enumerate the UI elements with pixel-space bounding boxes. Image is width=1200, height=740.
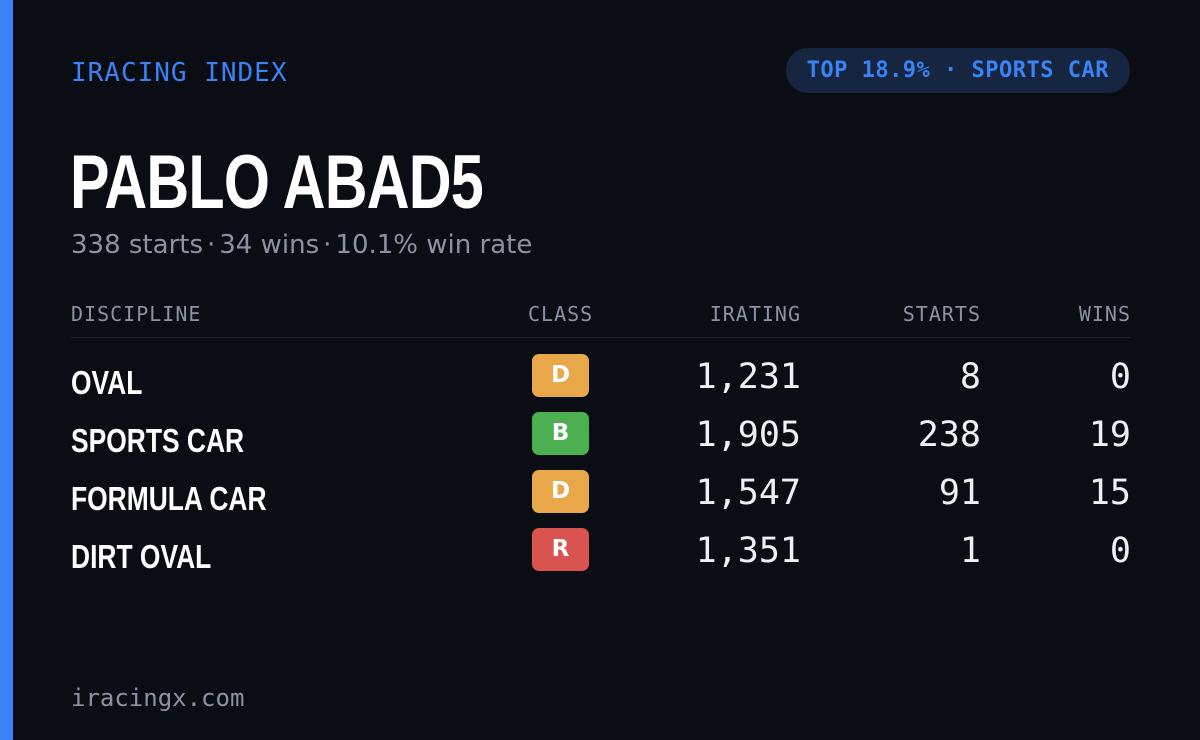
wins-value: 15 xyxy=(1088,473,1131,513)
column-header-irating: IRATING xyxy=(709,302,801,326)
class-badge: D xyxy=(532,470,589,513)
driver-summary: 338 starts · 34 wins · 10.1% win rate xyxy=(71,228,532,262)
starts-value: 238 xyxy=(917,415,981,455)
driver-name: PABLO ABAD5 xyxy=(70,140,484,225)
starts-value: 91 xyxy=(938,473,981,513)
irating-value: 1,905 xyxy=(695,415,801,455)
accent-bar xyxy=(0,0,13,740)
discipline-name: FORMULA CAR xyxy=(71,480,267,517)
table-row: FORMULA CAR D 1,547 91 15 xyxy=(71,470,1131,528)
wins-value: 0 xyxy=(1109,531,1131,571)
column-header-wins: WINS xyxy=(1078,302,1131,326)
irating-value: 1,547 xyxy=(695,473,801,513)
irating-value: 1,351 xyxy=(695,531,801,571)
column-header-starts: STARTS xyxy=(902,302,981,326)
discipline-table: DISCIPLINE CLASS IRATING STARTS WINS OVA… xyxy=(71,298,1131,586)
discipline-name: OVAL xyxy=(71,364,143,401)
footer-site-link[interactable]: iracingx.com xyxy=(71,684,245,712)
irating-value: 1,231 xyxy=(695,357,801,397)
discipline-name: SPORTS CAR xyxy=(71,422,245,459)
table-body: OVAL D 1,231 8 0 SPORTS CAR B 1,905 238 … xyxy=(71,354,1131,586)
summary-wins: 34 wins xyxy=(219,230,320,260)
table-row: OVAL D 1,231 8 0 xyxy=(71,354,1131,412)
rank-badge: TOP 18.9% · SPORTS CAR xyxy=(785,48,1130,93)
class-badge: D xyxy=(532,354,589,397)
starts-value: 8 xyxy=(959,357,981,397)
summary-win-rate: 10.1% win rate xyxy=(335,230,533,260)
class-badge: B xyxy=(532,412,589,455)
discipline-name: DIRT OVAL xyxy=(71,538,212,575)
table-row: SPORTS CAR B 1,905 238 19 xyxy=(71,412,1131,470)
wins-value: 0 xyxy=(1109,357,1131,397)
table-header: DISCIPLINE CLASS IRATING STARTS WINS xyxy=(71,298,1131,338)
starts-value: 1 xyxy=(959,531,981,571)
brand-title: IRACING INDEX xyxy=(71,58,288,88)
class-badge: R xyxy=(532,528,589,571)
summary-separator: · xyxy=(323,230,332,260)
wins-value: 19 xyxy=(1088,415,1131,455)
table-row: DIRT OVAL R 1,351 1 0 xyxy=(71,528,1131,586)
summary-separator: · xyxy=(207,230,216,260)
column-header-class: CLASS xyxy=(528,302,594,326)
summary-starts: 338 starts xyxy=(71,230,203,260)
column-header-discipline: DISCIPLINE xyxy=(71,302,202,326)
